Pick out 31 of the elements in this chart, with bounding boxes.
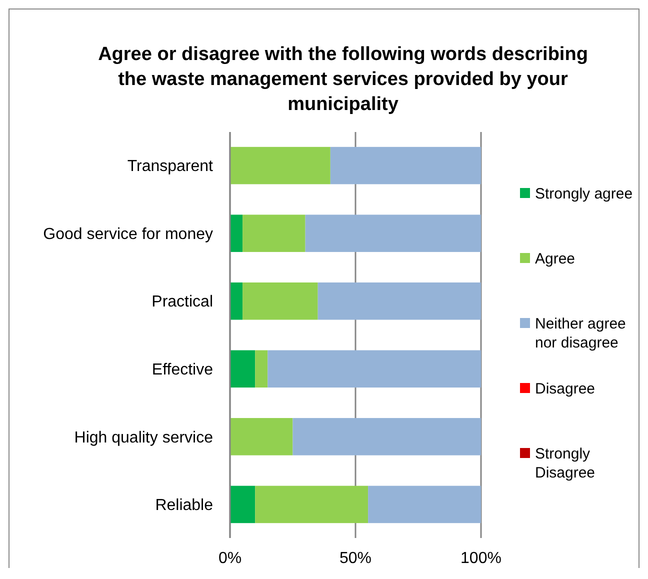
bar: [230, 486, 256, 524]
bar: [305, 214, 481, 252]
x-tick-label: 50%: [339, 550, 372, 567]
bar: [230, 282, 243, 320]
y-tick-label: Reliable: [155, 497, 214, 514]
bar: [268, 350, 481, 388]
x-tick-label: 100%: [460, 550, 502, 567]
bar: [230, 214, 243, 252]
legend-label: Strongly Disagree: [535, 445, 596, 482]
bar: [242, 214, 306, 252]
bar: [242, 282, 318, 320]
legend-label: Agree: [535, 250, 576, 268]
bar: [330, 146, 481, 184]
legend-label: Disagree: [535, 380, 596, 398]
bar: [230, 350, 256, 388]
bar: [255, 486, 368, 524]
x-tick-label: 0%: [218, 550, 242, 567]
bar: [255, 350, 268, 388]
y-tick-label: High quality service: [74, 429, 214, 446]
legend-label: Neither agree nor disagree: [535, 315, 626, 352]
y-tick-label: Effective: [152, 361, 214, 378]
bar: [292, 418, 481, 456]
bar: [318, 282, 481, 320]
legend-label: Strongly agree: [535, 185, 633, 202]
chart-title: Agree or disagree with the following words describing the waste management services provided by your municipality: [98, 44, 588, 115]
y-tick-label: Good service for money: [43, 226, 213, 243]
bar: [230, 146, 330, 184]
y-tick-label: Transparent: [127, 158, 214, 176]
bar: [368, 486, 481, 524]
y-tick-label: Practical: [152, 294, 213, 311]
bar: [230, 418, 293, 456]
